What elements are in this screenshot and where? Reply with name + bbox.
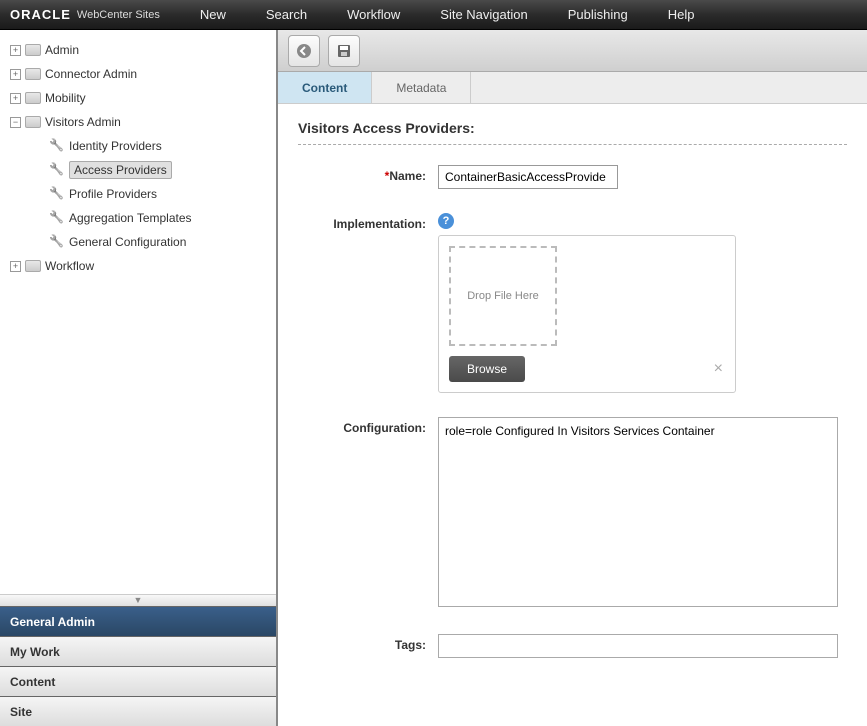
- tree-label[interactable]: Aggregation Templates: [69, 211, 192, 225]
- clear-file-icon[interactable]: ×: [714, 360, 723, 378]
- folder-icon: [25, 92, 41, 104]
- tree-node-access-providers[interactable]: Access Providers: [28, 158, 272, 182]
- file-drop-zone[interactable]: Drop File Here: [449, 246, 557, 346]
- menu-search[interactable]: Search: [266, 7, 307, 22]
- tree-label[interactable]: General Configuration: [69, 235, 186, 249]
- menu-help[interactable]: Help: [668, 7, 695, 22]
- tree-label[interactable]: Access Providers: [69, 161, 172, 179]
- section-label: General Admin: [10, 615, 95, 629]
- tree-node-aggregation-templates[interactable]: Aggregation Templates: [28, 206, 272, 230]
- menu-site-navigation[interactable]: Site Navigation: [440, 7, 527, 22]
- tree-label[interactable]: Visitors Admin: [45, 115, 121, 129]
- menu-publishing[interactable]: Publishing: [568, 7, 628, 22]
- name-label: *Name:: [298, 165, 438, 189]
- content-area: Content Metadata Visitors Access Provide…: [278, 30, 867, 726]
- tab-content[interactable]: Content: [278, 72, 372, 103]
- tree-label[interactable]: Mobility: [45, 91, 86, 105]
- name-input[interactable]: [438, 165, 618, 189]
- top-bar: ORACLE WebCenter Sites New Search Workfl…: [0, 0, 867, 30]
- menu-new[interactable]: New: [200, 7, 226, 22]
- nav-tree: + Admin + Connector Admin + Mobility − V…: [0, 30, 276, 594]
- sidebar-section-site[interactable]: Site: [0, 696, 276, 726]
- tree-node-visitors-admin[interactable]: − Visitors Admin: [4, 110, 272, 134]
- tree-label[interactable]: Connector Admin: [45, 67, 137, 81]
- back-button[interactable]: [288, 35, 320, 67]
- page-title: Visitors Access Providers:: [298, 120, 847, 136]
- section-label: Site: [10, 705, 32, 719]
- folder-icon: [25, 116, 41, 128]
- wrench-icon: [49, 186, 65, 202]
- tree-node-connector-admin[interactable]: + Connector Admin: [4, 62, 272, 86]
- tree-node-identity-providers[interactable]: Identity Providers: [28, 134, 272, 158]
- browse-button[interactable]: Browse: [449, 356, 525, 382]
- tree-node-general-configuration[interactable]: General Configuration: [28, 230, 272, 254]
- save-button[interactable]: [328, 35, 360, 67]
- section-label: Content: [10, 675, 55, 689]
- expand-icon[interactable]: +: [10, 69, 21, 80]
- brand-product: WebCenter Sites: [77, 9, 160, 21]
- tree-label[interactable]: Identity Providers: [69, 139, 162, 153]
- expand-icon[interactable]: +: [10, 93, 21, 104]
- tree-node-mobility[interactable]: + Mobility: [4, 86, 272, 110]
- separator: [298, 144, 847, 145]
- tags-label: Tags:: [298, 634, 438, 658]
- tree-node-admin[interactable]: + Admin: [4, 38, 272, 62]
- configuration-textarea[interactable]: [438, 417, 838, 607]
- section-label: My Work: [10, 645, 60, 659]
- sidebar-section-general-admin[interactable]: General Admin: [0, 606, 276, 636]
- wrench-icon: [49, 138, 65, 154]
- content-toolbar: [278, 30, 867, 72]
- back-arrow-icon: [296, 43, 312, 59]
- tree-label[interactable]: Admin: [45, 43, 79, 57]
- tree-node-profile-providers[interactable]: Profile Providers: [28, 182, 272, 206]
- top-menu: New Search Workflow Site Navigation Publ…: [200, 7, 695, 22]
- folder-icon: [25, 260, 41, 272]
- tree-label[interactable]: Profile Providers: [69, 187, 157, 201]
- sidebar-section-content[interactable]: Content: [0, 666, 276, 696]
- tab-label: Metadata: [396, 81, 446, 95]
- drop-text: Drop File Here: [467, 290, 539, 302]
- menu-workflow[interactable]: Workflow: [347, 7, 400, 22]
- folder-icon: [25, 44, 41, 56]
- configuration-label: Configuration:: [298, 417, 438, 610]
- save-icon: [336, 43, 352, 59]
- implementation-box: Drop File Here Browse ×: [438, 235, 736, 393]
- tree-node-workflow[interactable]: + Workflow: [4, 254, 272, 278]
- brand-logo: ORACLE: [10, 7, 71, 22]
- sidebar: + Admin + Connector Admin + Mobility − V…: [0, 30, 278, 726]
- wrench-icon: [49, 162, 65, 178]
- tab-metadata[interactable]: Metadata: [372, 72, 471, 103]
- wrench-icon: [49, 234, 65, 250]
- form-area: Visitors Access Providers: *Name: Implem…: [278, 104, 867, 698]
- implementation-label: Implementation:: [298, 213, 438, 393]
- content-tabs: Content Metadata: [278, 72, 867, 104]
- wrench-icon: [49, 210, 65, 226]
- tags-input[interactable]: [438, 634, 838, 658]
- collapse-icon[interactable]: −: [10, 117, 21, 128]
- sidebar-section-my-work[interactable]: My Work: [0, 636, 276, 666]
- help-icon[interactable]: ?: [438, 213, 454, 229]
- expand-icon[interactable]: +: [10, 261, 21, 272]
- folder-icon: [25, 68, 41, 80]
- brand: ORACLE WebCenter Sites: [10, 7, 160, 22]
- expand-icon[interactable]: +: [10, 45, 21, 56]
- tree-label[interactable]: Workflow: [45, 259, 94, 273]
- collapse-handle[interactable]: ▼: [0, 594, 276, 606]
- tab-label: Content: [302, 81, 347, 95]
